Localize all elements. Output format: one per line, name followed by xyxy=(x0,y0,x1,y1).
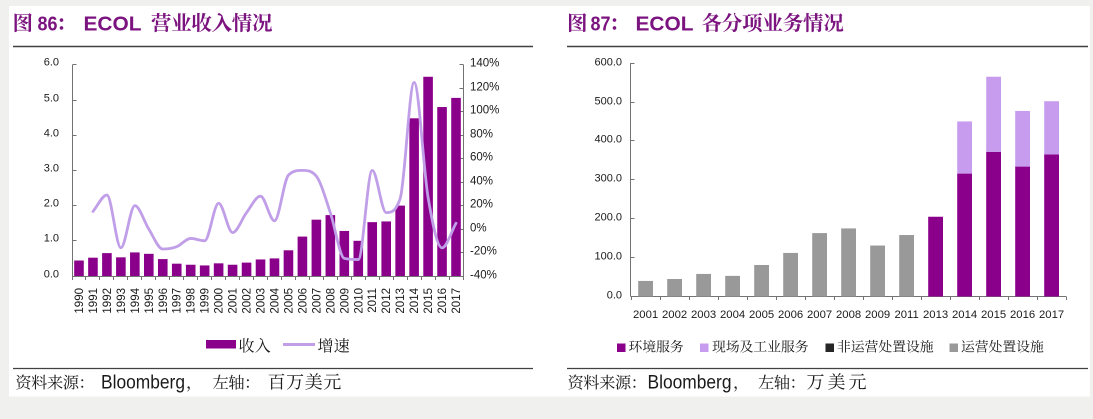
svg-text:2006: 2006 xyxy=(297,288,309,314)
svg-text:2003: 2003 xyxy=(256,288,268,314)
svg-text:2010: 2010 xyxy=(353,288,365,314)
svg-text:1996: 1996 xyxy=(158,288,170,314)
svg-text:5.0: 5.0 xyxy=(44,93,59,105)
svg-text:80%: 80% xyxy=(470,129,493,141)
svg-text:1993: 1993 xyxy=(116,288,128,314)
svg-text:2012: 2012 xyxy=(381,288,393,314)
svg-text:86: 86 xyxy=(38,12,58,35)
svg-text:-20%: -20% xyxy=(470,246,497,258)
svg-text:2002: 2002 xyxy=(242,288,254,314)
svg-text:2006: 2006 xyxy=(778,309,803,321)
svg-text:2005: 2005 xyxy=(749,309,774,321)
svg-text:2005: 2005 xyxy=(283,288,295,314)
svg-text:500.0: 500.0 xyxy=(594,95,622,107)
svg-text:2014: 2014 xyxy=(409,287,421,313)
svg-text:2009: 2009 xyxy=(865,309,890,321)
svg-text:2007: 2007 xyxy=(311,288,323,314)
svg-text:2007: 2007 xyxy=(807,309,832,321)
svg-text:1994: 1994 xyxy=(130,287,142,313)
svg-text:2017: 2017 xyxy=(1039,309,1064,321)
svg-text:Bloomberg: Bloomberg xyxy=(648,372,732,393)
svg-text:200.0: 200.0 xyxy=(594,211,622,223)
svg-text:1992: 1992 xyxy=(102,288,114,314)
svg-text:20%: 20% xyxy=(470,199,493,211)
svg-text:100%: 100% xyxy=(470,105,499,117)
svg-text:1991: 1991 xyxy=(88,288,100,314)
svg-text:1.0: 1.0 xyxy=(44,233,59,245)
svg-text:2016: 2016 xyxy=(437,288,449,314)
svg-text:2011: 2011 xyxy=(367,288,379,313)
svg-text:2003: 2003 xyxy=(691,309,716,321)
svg-text:60%: 60% xyxy=(470,152,493,164)
svg-text:2004: 2004 xyxy=(269,287,281,313)
svg-text:2008: 2008 xyxy=(836,309,861,321)
svg-text:2008: 2008 xyxy=(325,288,337,314)
svg-text:Bloomberg: Bloomberg xyxy=(101,372,185,393)
svg-text:2014: 2014 xyxy=(952,309,977,321)
svg-text:2002: 2002 xyxy=(662,309,687,321)
svg-text:600.0: 600.0 xyxy=(594,56,622,68)
svg-text:2011: 2011 xyxy=(894,309,918,321)
svg-text:2017: 2017 xyxy=(451,288,463,314)
svg-text:0.0: 0.0 xyxy=(607,289,622,301)
svg-text:2015: 2015 xyxy=(981,309,1006,321)
svg-text:1995: 1995 xyxy=(144,288,156,314)
svg-text:ECOL: ECOL xyxy=(84,12,142,35)
svg-text:0.0: 0.0 xyxy=(44,269,59,281)
svg-text:2004: 2004 xyxy=(720,309,745,321)
svg-text:87: 87 xyxy=(591,12,611,35)
svg-text:40%: 40% xyxy=(470,176,493,188)
svg-text:100.0: 100.0 xyxy=(594,250,622,262)
svg-text:2009: 2009 xyxy=(339,288,351,314)
svg-text:2000: 2000 xyxy=(214,288,226,314)
svg-text:2001: 2001 xyxy=(633,309,658,321)
svg-text:2013: 2013 xyxy=(395,288,407,314)
svg-text:140%: 140% xyxy=(470,58,499,70)
svg-text:2013: 2013 xyxy=(923,309,948,321)
svg-text:ECOL: ECOL xyxy=(636,12,694,35)
svg-text:300.0: 300.0 xyxy=(594,172,622,184)
svg-text:-40%: -40% xyxy=(470,270,497,282)
svg-text:1999: 1999 xyxy=(200,288,212,314)
svg-text:120%: 120% xyxy=(470,82,499,94)
svg-text:1997: 1997 xyxy=(172,288,184,314)
svg-text:0%: 0% xyxy=(470,223,487,235)
svg-text:2.0: 2.0 xyxy=(44,198,59,210)
svg-text:1998: 1998 xyxy=(186,288,198,314)
svg-text:6.0: 6.0 xyxy=(44,57,59,69)
svg-text:2001: 2001 xyxy=(228,288,240,314)
svg-text:2016: 2016 xyxy=(1010,309,1035,321)
svg-text:3.0: 3.0 xyxy=(44,163,59,175)
svg-text:4.0: 4.0 xyxy=(44,128,59,140)
svg-text:2015: 2015 xyxy=(423,288,435,314)
svg-text:400.0: 400.0 xyxy=(594,133,622,145)
svg-text:1990: 1990 xyxy=(74,288,86,314)
